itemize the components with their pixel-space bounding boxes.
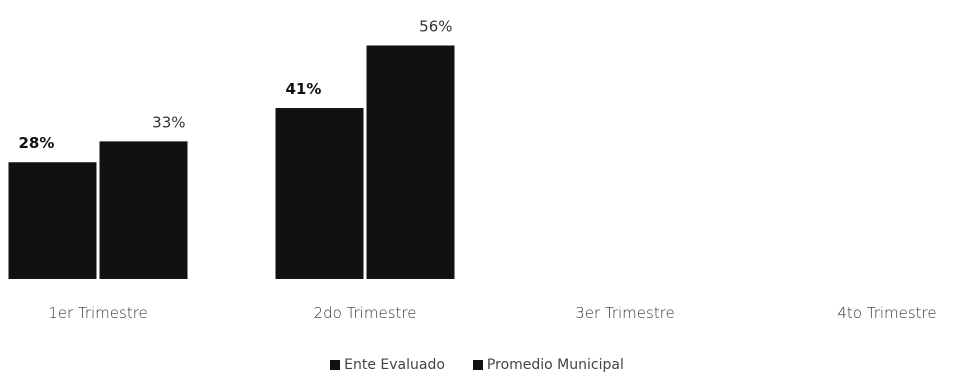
legend-item-promedio-municipal: Promedio Municipal	[472, 357, 624, 373]
legend-swatch-ente-evaluado	[330, 360, 341, 370]
legend-label-promedio-municipal: Promedio Municipal	[486, 357, 624, 373]
category-label: 2do Trimestre	[314, 304, 417, 322]
legend-label-ente-evaluado: Ente Evaluado	[344, 357, 445, 373]
data-label: 41%	[286, 80, 322, 98]
bar-promedio-municipal	[99, 141, 188, 279]
data-label: 33%	[152, 113, 185, 131]
category-label: 4to Trimestre	[837, 304, 936, 322]
data-label: 28%	[19, 134, 55, 152]
legend-swatch-promedio-municipal	[472, 360, 483, 370]
bar-chart: 1er Trimestre 28% 33% 2do Trimestre 41% 56% 3e…	[8, 17, 937, 322]
legend: Ente Evaluado Promedio Municipal	[0, 354, 954, 376]
data-label: 56%	[419, 17, 452, 35]
bar-ente-evaluado	[8, 162, 97, 279]
category-label: 3er Trimestre	[575, 304, 675, 322]
category-label: 1er Trimestre	[48, 304, 148, 322]
bar-ente-evaluado	[275, 108, 364, 279]
legend-item-ente-evaluado: Ente Evaluado	[330, 357, 445, 373]
bar-promedio-municipal	[366, 45, 455, 280]
